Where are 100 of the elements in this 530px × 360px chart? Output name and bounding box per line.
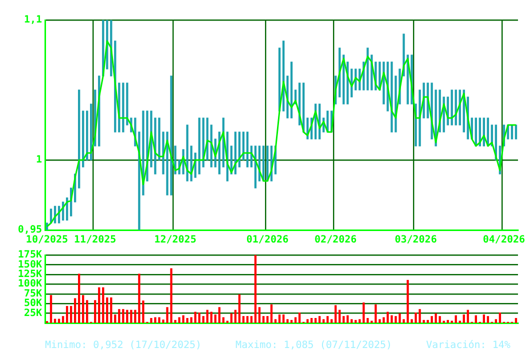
bar	[158, 317, 160, 323]
bar	[246, 132, 249, 168]
x-tick-label: 03/2026	[394, 234, 437, 246]
bar	[318, 316, 321, 323]
bar	[494, 319, 498, 323]
bar	[278, 314, 281, 323]
bar	[482, 314, 486, 323]
text: Maximo: 1,085 (07/11/2025)	[236, 340, 392, 351]
bar	[346, 315, 349, 323]
bar	[334, 305, 337, 323]
bar	[74, 298, 76, 323]
bar	[398, 313, 401, 323]
bar	[154, 317, 156, 323]
bar	[366, 48, 369, 90]
text: Variación: 14%	[426, 340, 510, 351]
bar	[286, 319, 289, 323]
bar	[106, 297, 108, 323]
bar	[262, 316, 265, 323]
bar	[238, 294, 240, 323]
bar	[266, 316, 269, 323]
bar	[182, 315, 184, 323]
bar	[186, 124, 188, 182]
bar	[274, 319, 277, 323]
bar	[66, 306, 68, 323]
bar	[250, 316, 253, 323]
bar	[202, 316, 204, 323]
y-tick-label: 150K	[18, 259, 42, 270]
y-tick-label: 1	[36, 154, 42, 166]
bar	[426, 320, 429, 323]
bar	[186, 318, 188, 323]
bar	[198, 118, 200, 174]
bar	[78, 274, 80, 323]
bar	[290, 320, 293, 323]
y-tick-label: 175K	[18, 250, 42, 261]
bar	[234, 310, 236, 323]
bar	[150, 318, 152, 323]
bar	[170, 76, 172, 196]
bar	[258, 307, 261, 323]
bar	[282, 314, 285, 323]
bar	[390, 315, 393, 323]
bar	[338, 310, 341, 323]
bar	[294, 317, 297, 323]
bar	[330, 319, 333, 323]
bar	[314, 318, 317, 323]
x-tick-label: 02/2026	[314, 234, 357, 246]
bar	[98, 287, 100, 323]
bar	[486, 316, 490, 323]
bar	[198, 312, 200, 323]
bar	[394, 316, 397, 323]
bar	[514, 318, 518, 323]
bar	[94, 300, 96, 323]
bar	[462, 314, 465, 323]
bar	[474, 315, 477, 323]
bar	[178, 317, 180, 323]
y-tick-label: 25K	[24, 308, 42, 319]
bar	[362, 302, 365, 323]
bar	[498, 312, 502, 323]
x-tick-label: 12/2025	[154, 234, 196, 246]
x-tick-label: 01/2026	[246, 234, 289, 246]
y-tick-label: 1,1	[24, 14, 42, 26]
bar	[386, 312, 389, 323]
bar	[374, 304, 377, 323]
bar	[86, 300, 88, 323]
bar	[446, 320, 449, 323]
bar	[118, 309, 120, 323]
bar	[126, 310, 128, 323]
bar	[170, 268, 172, 323]
bar	[298, 312, 301, 323]
y-tick-label: 125K	[18, 269, 42, 280]
bar	[62, 316, 64, 323]
bar	[406, 280, 409, 323]
x-tick-label: 04/2026	[482, 234, 526, 246]
bar	[194, 312, 196, 323]
bar	[322, 319, 325, 323]
bar	[70, 306, 72, 323]
bar	[206, 310, 208, 323]
y-tick-label: 75K	[24, 288, 42, 300]
x-tick-label: 11/2025	[74, 234, 116, 246]
bar	[454, 315, 457, 323]
bar	[326, 316, 329, 323]
x-tick-label: 10/2025	[26, 234, 68, 246]
bar	[218, 307, 220, 323]
bar	[354, 320, 357, 323]
bar	[222, 317, 224, 323]
bar	[114, 314, 116, 323]
bar	[210, 312, 212, 323]
bar	[270, 304, 273, 323]
y-tick-label: 0,95	[18, 224, 42, 236]
bar	[82, 295, 84, 323]
bar	[514, 124, 518, 140]
bar	[350, 319, 353, 323]
bar	[438, 316, 441, 323]
bar	[342, 316, 345, 323]
bar	[230, 313, 232, 323]
bar	[214, 314, 216, 323]
bar	[430, 316, 433, 323]
bar	[246, 316, 249, 323]
bar	[122, 309, 124, 323]
bar	[50, 295, 52, 323]
bar	[414, 312, 417, 323]
